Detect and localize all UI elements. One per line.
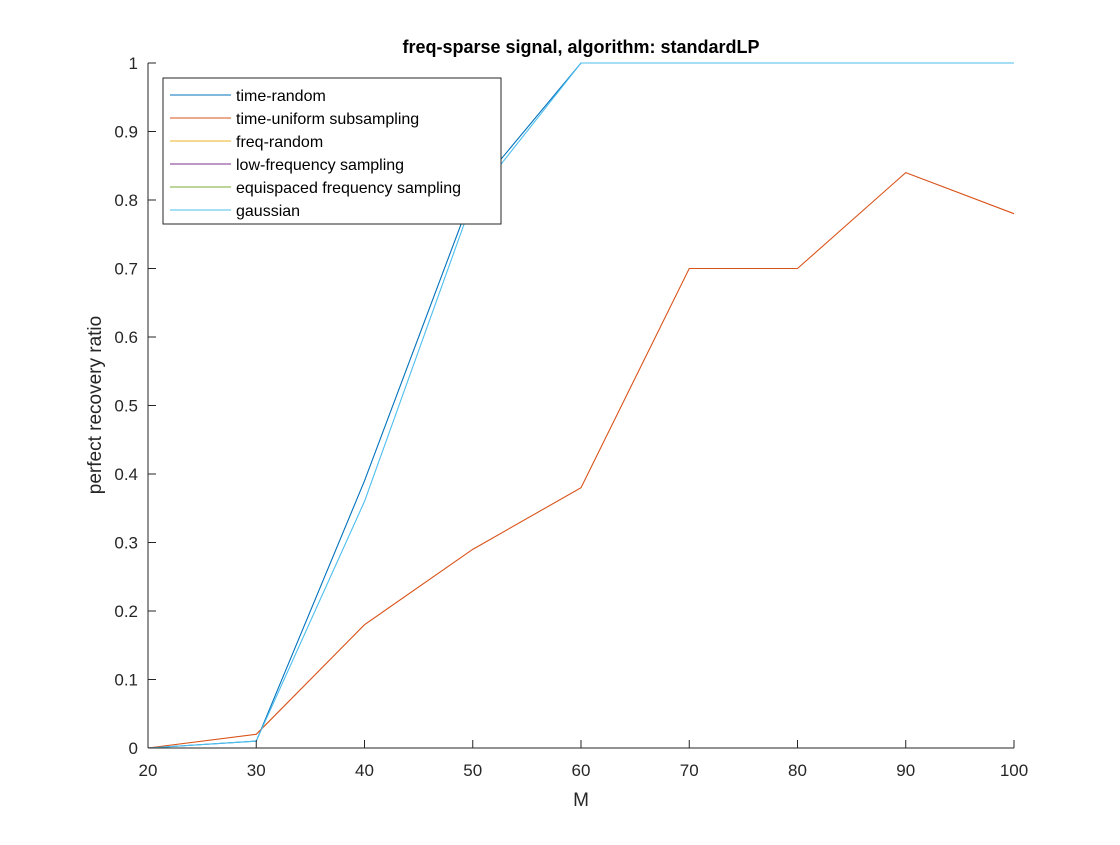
legend-label-1: time-uniform subsampling — [236, 111, 419, 128]
y-tick-label-4: 0.4 — [114, 465, 138, 484]
x-tick-label-2: 40 — [355, 761, 374, 780]
legend-label-4: equispaced frequency sampling — [236, 180, 461, 197]
y-tick-label-3: 0.3 — [114, 534, 138, 553]
y-tick-label-8: 0.8 — [114, 191, 138, 210]
y-tick-label-2: 0.2 — [114, 602, 138, 621]
x-tick-label-1: 30 — [247, 761, 266, 780]
y-tick-label-6: 0.6 — [114, 328, 138, 347]
x-tick-label-3: 50 — [463, 761, 482, 780]
y-tick-label-7: 0.7 — [114, 260, 138, 279]
legend-label-0: time-random — [236, 88, 326, 105]
x-tick-label-6: 80 — [788, 761, 807, 780]
legend: time-random time-uniform subsampling freq-… — [162, 77, 502, 225]
x-tick-label-4: 60 — [572, 761, 591, 780]
legend-label-5: gaussian — [236, 203, 300, 220]
x-axis-label: M — [573, 790, 589, 811]
x-tick-label-5: 70 — [680, 761, 699, 780]
x-tick-label-0: 20 — [139, 761, 158, 780]
y-axis-label: perfect recovery ratio — [85, 316, 106, 494]
y-tick-label-0: 0 — [129, 739, 138, 758]
legend-label-2: freq-random — [236, 134, 323, 151]
y-tick-label-5: 0.5 — [114, 397, 138, 416]
y-tick-label-1: 0.1 — [114, 671, 138, 690]
legend-box — [162, 77, 502, 225]
y-tick-label-9: 0.9 — [114, 123, 138, 142]
y-tick-label-10: 1 — [129, 54, 138, 73]
series-line-5 — [147, 62, 1014, 749]
legend-label-3: low-frequency sampling — [236, 157, 404, 174]
series-line-1 — [147, 171, 1015, 749]
chart-title: freq-sparse signal, algorithm: standardL… — [402, 37, 759, 57]
x-tick-label-7: 90 — [896, 761, 915, 780]
ticks-layer: 20 30 40 50 60 70 80 90 100 0 0.1 0.2 0.3 0.4 0.5 0.6 0.… — [114, 54, 1028, 780]
x-tick-label-8: 100 — [1000, 761, 1028, 780]
